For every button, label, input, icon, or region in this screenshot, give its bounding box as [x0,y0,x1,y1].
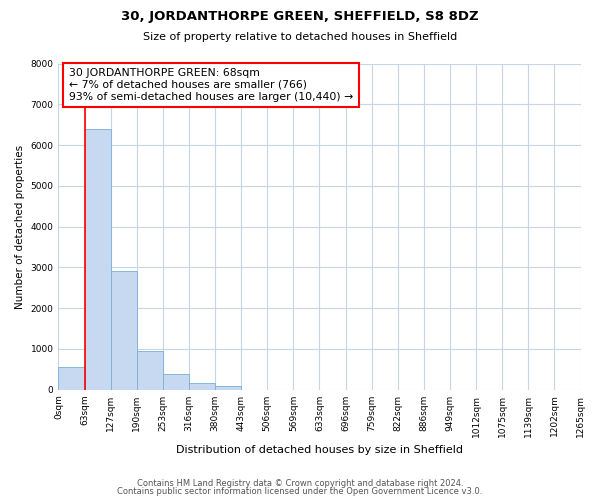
Text: 30 JORDANTHORPE GREEN: 68sqm
← 7% of detached houses are smaller (766)
93% of se: 30 JORDANTHORPE GREEN: 68sqm ← 7% of det… [69,68,353,102]
Bar [163,374,189,390]
Bar [215,386,241,390]
X-axis label: Distribution of detached houses by size in Sheffield: Distribution of detached houses by size … [176,445,463,455]
Text: Contains public sector information licensed under the Open Government Licence v3: Contains public sector information licen… [118,487,482,496]
Bar [137,350,163,390]
Text: Size of property relative to detached houses in Sheffield: Size of property relative to detached ho… [143,32,457,42]
Bar [85,128,110,390]
Y-axis label: Number of detached properties: Number of detached properties [15,144,25,308]
Bar [189,382,215,390]
Text: Contains HM Land Registry data © Crown copyright and database right 2024.: Contains HM Land Registry data © Crown c… [137,478,463,488]
Text: 30, JORDANTHORPE GREEN, SHEFFIELD, S8 8DZ: 30, JORDANTHORPE GREEN, SHEFFIELD, S8 8D… [121,10,479,23]
Bar [110,270,137,390]
Bar [58,368,85,390]
